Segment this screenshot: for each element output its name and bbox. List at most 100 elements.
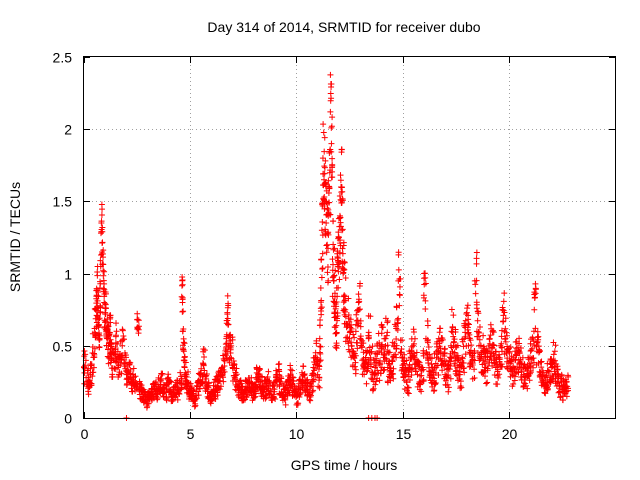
data-point	[498, 363, 505, 370]
data-point	[395, 266, 402, 273]
data-point	[114, 348, 121, 355]
data-point	[530, 328, 537, 335]
data-point	[95, 289, 102, 296]
data-point	[516, 340, 523, 347]
data-point	[99, 228, 106, 235]
data-point	[384, 318, 391, 325]
grid-lines	[84, 57, 615, 418]
data-point	[476, 336, 483, 343]
data-point	[331, 309, 338, 316]
data-point	[318, 227, 325, 234]
data-point	[404, 389, 411, 396]
data-point	[304, 379, 311, 386]
data-point	[134, 310, 141, 317]
data-point	[433, 343, 440, 350]
data-point	[321, 164, 328, 171]
data-point	[251, 394, 258, 401]
data-point	[474, 317, 481, 324]
data-point	[363, 380, 370, 387]
data-point	[467, 347, 474, 354]
data-point	[319, 265, 326, 272]
data-point	[308, 382, 315, 389]
data-point	[129, 388, 136, 395]
data-point	[473, 260, 480, 267]
data-point	[406, 376, 413, 383]
data-point	[456, 368, 463, 375]
data-point	[227, 354, 234, 361]
data-point	[472, 290, 479, 297]
data-point	[158, 375, 165, 382]
data-point	[276, 377, 283, 384]
data-point	[531, 294, 538, 301]
data-point	[109, 371, 116, 378]
data-point	[179, 299, 186, 306]
data-point	[529, 355, 536, 362]
data-point	[544, 367, 551, 374]
data-point	[180, 326, 187, 333]
data-point	[339, 245, 346, 252]
data-point	[320, 129, 327, 136]
data-point	[317, 285, 324, 292]
data-point	[471, 375, 478, 382]
data-point	[350, 354, 357, 361]
data-point	[445, 388, 452, 395]
data-point	[498, 327, 505, 334]
data-point	[438, 335, 445, 342]
data-point	[225, 300, 232, 307]
data-point	[499, 306, 506, 313]
data-point	[252, 388, 259, 395]
y-tick-label: 2.5	[53, 50, 73, 66]
data-point	[359, 357, 366, 364]
data-point	[319, 250, 326, 257]
data-point	[417, 372, 424, 379]
data-point	[202, 378, 209, 385]
data-point	[462, 333, 469, 340]
data-point	[193, 395, 200, 402]
data-point	[102, 311, 109, 318]
data-point	[87, 361, 94, 368]
data-point	[96, 336, 103, 343]
data-point	[223, 320, 230, 327]
data-point	[534, 328, 541, 335]
x-tick-label: 0	[81, 426, 89, 442]
data-point	[332, 267, 339, 274]
chart-title: Day 314 of 2014, SRMTID for receiver dub…	[207, 19, 480, 35]
data-point	[221, 362, 228, 369]
data-point	[321, 205, 328, 212]
data-point	[357, 336, 364, 343]
data-point	[532, 325, 539, 332]
data-point	[166, 377, 173, 384]
data-point	[405, 390, 412, 397]
data-point	[422, 297, 429, 304]
data-point	[97, 302, 104, 309]
data-point	[329, 155, 336, 162]
data-point	[328, 123, 335, 130]
data-point	[503, 332, 510, 339]
data-point	[538, 358, 545, 365]
data-point	[397, 337, 404, 344]
data-point	[330, 277, 337, 284]
data-point	[322, 157, 329, 164]
data-point	[370, 385, 377, 392]
data-point	[398, 346, 405, 353]
data-point	[330, 246, 337, 253]
data-point	[327, 108, 334, 115]
data-point	[510, 363, 517, 370]
data-point	[368, 375, 375, 382]
data-point	[324, 279, 331, 286]
data-point	[101, 268, 108, 275]
data-point	[126, 359, 133, 366]
data-point	[329, 168, 336, 175]
data-point	[501, 336, 508, 343]
data-point	[107, 315, 114, 322]
data-point	[421, 281, 428, 288]
data-point	[441, 346, 448, 353]
data-point	[439, 367, 446, 374]
data-point	[411, 335, 418, 342]
data-point	[85, 391, 92, 398]
data-point	[516, 335, 523, 342]
x-tick-label: 15	[396, 426, 412, 442]
data-point	[128, 385, 135, 392]
data-point	[111, 365, 118, 372]
data-point	[132, 373, 139, 380]
